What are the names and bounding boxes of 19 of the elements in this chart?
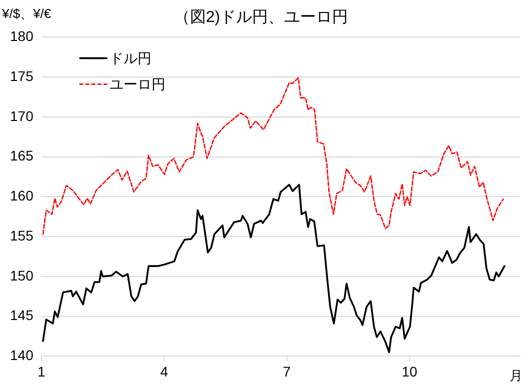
legend-label: ユーロ円 — [109, 76, 166, 92]
x-tick-label: 10 — [402, 363, 418, 380]
chart-title: （図2)ドル円、ユーロ円 — [174, 9, 348, 26]
y-tick-label: 170 — [10, 108, 34, 124]
y-tick-label: 155 — [10, 227, 34, 244]
x-tick-label: 1 — [37, 363, 46, 380]
y-tick-label: 160 — [10, 188, 34, 204]
y-tick-label: 180 — [10, 28, 34, 44]
x-axis-title: 月 — [510, 368, 522, 384]
legend-label: ドル円 — [109, 50, 152, 66]
x-tick-label: 4 — [160, 363, 168, 380]
y-tick-label: 140 — [10, 347, 34, 364]
y-tick-label: 150 — [10, 267, 34, 284]
x-tick-label: 7 — [282, 363, 291, 380]
y-tick-label: 145 — [10, 307, 34, 324]
y-axis-title: ¥/$、¥/€ — [1, 6, 52, 21]
y-tick-label: 175 — [10, 68, 34, 84]
y-tick-label: 165 — [10, 148, 34, 164]
line-series — [42, 77, 504, 235]
